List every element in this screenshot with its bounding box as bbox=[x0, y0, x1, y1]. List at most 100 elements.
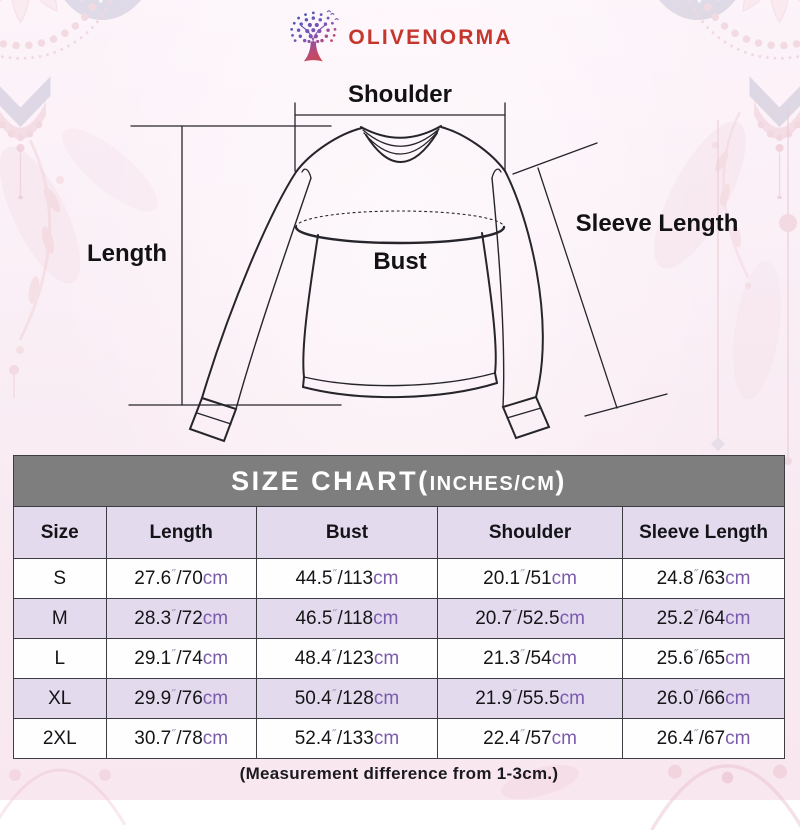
cm-value: 78 bbox=[181, 727, 203, 749]
measurement-cell: 29.1″/74cm bbox=[105, 638, 257, 679]
slash: / bbox=[698, 687, 704, 709]
size-cell: M bbox=[13, 598, 107, 639]
cm-value: 133 bbox=[342, 727, 374, 749]
title-main: SIZE CHART( bbox=[231, 465, 430, 496]
cm-unit: cm bbox=[373, 687, 400, 709]
inch-mark: ″ bbox=[331, 727, 337, 744]
inch-mark: ″ bbox=[693, 647, 699, 664]
slash: / bbox=[698, 647, 704, 669]
cm-unit: cm bbox=[725, 727, 751, 749]
slash: / bbox=[337, 567, 343, 589]
slash: / bbox=[336, 727, 343, 749]
inch-value: 22.4 bbox=[483, 727, 521, 749]
measurement-cell: 30.7″/78cm bbox=[105, 718, 257, 759]
tree-of-life-logo-icon bbox=[290, 10, 339, 62]
slash: / bbox=[525, 567, 531, 589]
measurement-lines bbox=[128, 102, 668, 417]
inch-value: 30.7 bbox=[134, 727, 172, 749]
cm-value: 70 bbox=[181, 567, 203, 589]
slash: / bbox=[698, 567, 704, 589]
cm-unit: cm bbox=[559, 607, 585, 629]
cm-unit: cm bbox=[202, 727, 229, 749]
measurement-cell: 21.3″/54cm bbox=[437, 638, 624, 679]
inch-value: 21.3 bbox=[483, 647, 521, 669]
measurement-cell: 44.5″/113cm bbox=[255, 558, 439, 599]
cm-unit: cm bbox=[551, 567, 577, 589]
cm-value: 54 bbox=[530, 647, 552, 669]
brand-name: OLIVENORMA bbox=[348, 26, 513, 49]
length-label: Length bbox=[87, 240, 167, 267]
inch-mark: ″ bbox=[693, 607, 699, 624]
inch-value: 26.4 bbox=[656, 727, 694, 749]
slash: / bbox=[336, 647, 343, 669]
cm-value: 55.5 bbox=[522, 687, 560, 709]
cm-unit: cm bbox=[202, 647, 229, 669]
cm-value: 72 bbox=[181, 607, 203, 629]
cm-unit: cm bbox=[373, 647, 400, 669]
inch-value: 25.2 bbox=[656, 607, 694, 629]
measurement-cell: 26.4″/67cm bbox=[622, 718, 785, 759]
slash: / bbox=[176, 687, 182, 709]
cm-unit: cm bbox=[725, 647, 751, 669]
column-header-length: Length bbox=[105, 506, 257, 559]
inch-value: 46.5 bbox=[295, 607, 333, 629]
inch-mark: ″ bbox=[331, 687, 337, 704]
inch-mark: ″ bbox=[693, 687, 699, 704]
inch-mark: ″ bbox=[332, 607, 338, 624]
measurement-cell: 22.4″/57cm bbox=[437, 718, 624, 759]
cm-value: 51 bbox=[530, 567, 552, 589]
size-cell: S bbox=[13, 558, 107, 599]
cm-unit: cm bbox=[373, 567, 399, 589]
slash: / bbox=[698, 727, 704, 749]
slash: / bbox=[176, 567, 182, 589]
column-header-size: Size bbox=[13, 506, 107, 559]
bust-measure-ellipse bbox=[294, 210, 506, 245]
measurement-cell: 24.8″/63cm bbox=[622, 558, 785, 599]
size-cell: 2XL bbox=[13, 718, 107, 759]
measurement-cell: 20.1″/51cm bbox=[437, 558, 624, 599]
cm-unit: cm bbox=[725, 567, 751, 589]
inch-mark: ″ bbox=[693, 727, 699, 744]
slash: / bbox=[517, 687, 523, 709]
cm-unit: cm bbox=[559, 687, 585, 709]
slash: / bbox=[336, 687, 343, 709]
size-cell: L bbox=[13, 638, 107, 679]
inch-value: 29.1 bbox=[134, 647, 172, 669]
cm-value: 64 bbox=[703, 607, 726, 629]
cm-value: 66 bbox=[703, 687, 726, 709]
size-chart-section: SIZE CHART(INCHES/CM) Size Length Bust S… bbox=[13, 455, 785, 784]
inch-value: 24.8 bbox=[656, 567, 694, 589]
inch-mark: ″ bbox=[693, 567, 699, 584]
size-cell: XL bbox=[13, 678, 107, 719]
measurement-cell: 52.4″/133cm bbox=[255, 718, 439, 759]
cm-value: 118 bbox=[342, 607, 374, 629]
slash: / bbox=[337, 607, 343, 629]
inch-value: 20.1 bbox=[483, 567, 521, 589]
slash: / bbox=[176, 727, 182, 749]
cm-value: 113 bbox=[342, 567, 374, 589]
slash: / bbox=[517, 607, 523, 629]
table-row-xl: XL 29.9″/76cm 50.4″/128cm 21.9″/55.5cm 2… bbox=[13, 678, 785, 719]
inch-mark: ″ bbox=[332, 567, 338, 584]
measurement-cell: 50.4″/128cm bbox=[255, 678, 439, 719]
inch-value: 28.3 bbox=[134, 607, 172, 629]
inch-mark: ″ bbox=[171, 687, 177, 704]
inch-mark: ″ bbox=[520, 647, 526, 664]
table-row-m: M 28.3″/72cm 46.5″/118cm 20.7″/52.5cm 25… bbox=[13, 598, 785, 639]
inch-value: 50.4 bbox=[294, 687, 332, 709]
inch-value: 44.5 bbox=[295, 567, 333, 589]
inch-mark: ″ bbox=[171, 567, 177, 584]
measurement-cell: 28.3″/72cm bbox=[105, 598, 257, 639]
sweater-right-sleeve bbox=[491, 168, 551, 440]
inch-mark: ″ bbox=[331, 647, 337, 664]
measurement-cell: 20.7″/52.5cm bbox=[437, 598, 624, 639]
measurement-cell: 48.4″/123cm bbox=[255, 638, 439, 679]
inch-value: 27.6 bbox=[134, 567, 172, 589]
cm-unit: cm bbox=[202, 607, 229, 629]
column-header-shoulder: Shoulder bbox=[437, 506, 624, 559]
measurement-cell: 46.5″/118cm bbox=[255, 598, 439, 639]
cm-unit: cm bbox=[725, 687, 751, 709]
measurement-cell: 29.9″/76cm bbox=[105, 678, 257, 719]
measurement-cell: 27.6″/70cm bbox=[105, 558, 257, 599]
